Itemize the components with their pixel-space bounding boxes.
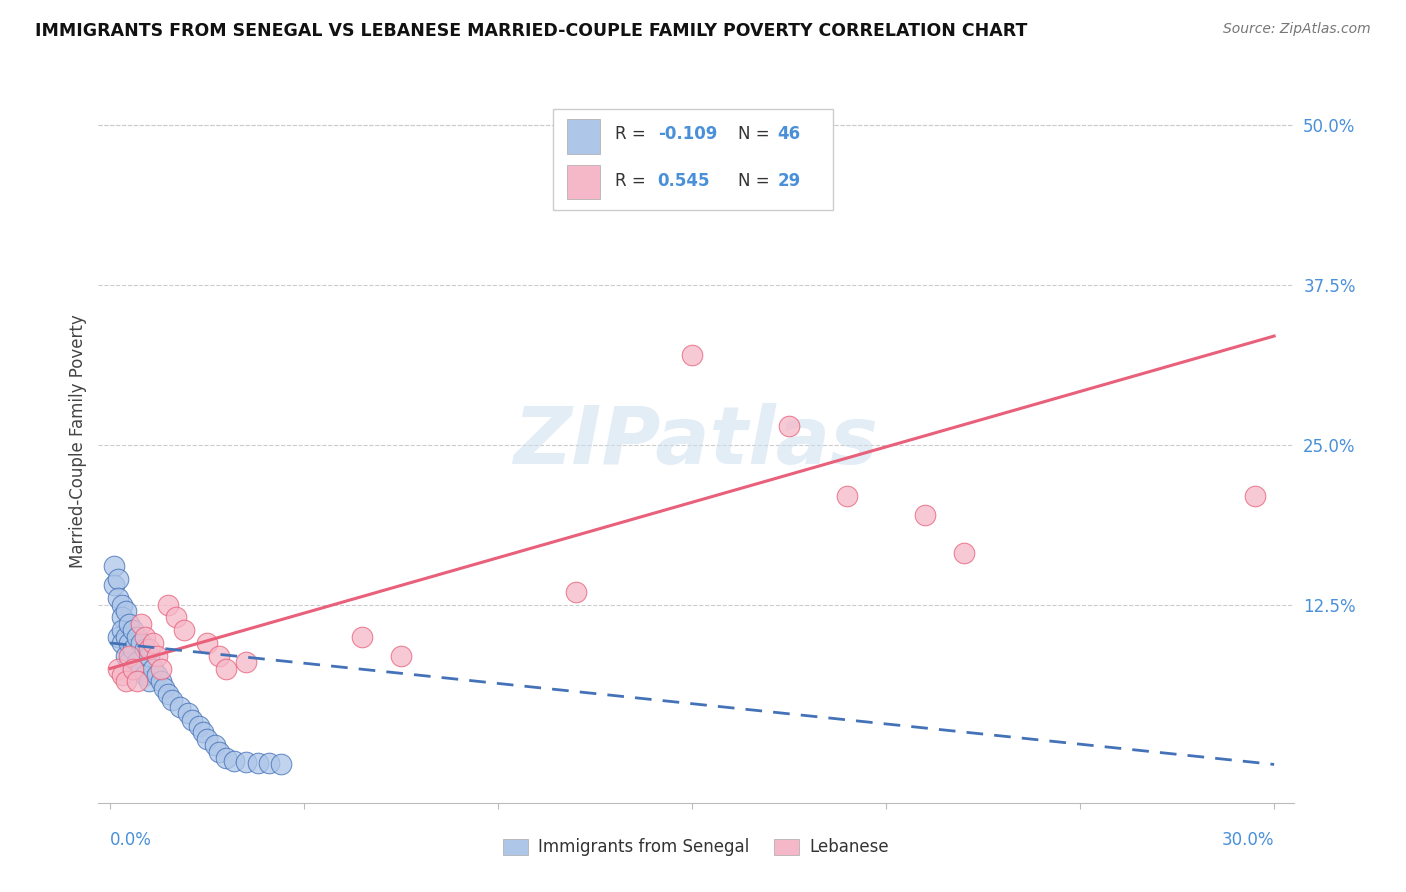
Point	[114, 604, 136, 618]
Point	[914, 508, 936, 522]
Point	[138, 648, 160, 663]
Point	[114, 674, 136, 689]
Point	[208, 648, 231, 663]
Text: R =: R =	[614, 126, 651, 144]
Point	[103, 559, 125, 574]
Text: -0.109: -0.109	[658, 126, 717, 144]
Point	[204, 738, 226, 752]
FancyBboxPatch shape	[553, 109, 834, 211]
Point	[103, 578, 125, 592]
Point	[111, 636, 134, 650]
Y-axis label: Married-Couple Family Poverty: Married-Couple Family Poverty	[69, 315, 87, 568]
Point	[169, 699, 191, 714]
Point	[952, 546, 974, 560]
Text: R =: R =	[614, 172, 651, 190]
Point	[129, 661, 152, 675]
Text: 30.0%: 30.0%	[1222, 831, 1274, 849]
Point	[118, 616, 141, 631]
Legend: Immigrants from Senegal, Lebanese: Immigrants from Senegal, Lebanese	[496, 831, 896, 863]
Point	[111, 623, 134, 637]
Point	[114, 630, 136, 644]
Point	[246, 756, 269, 771]
Point	[389, 648, 412, 663]
Point	[215, 661, 238, 675]
Point	[118, 648, 141, 663]
Point	[122, 661, 145, 675]
Point	[127, 630, 149, 644]
Point	[149, 661, 172, 675]
Point	[165, 610, 187, 624]
Text: IMMIGRANTS FROM SENEGAL VS LEBANESE MARRIED-COUPLE FAMILY POVERTY CORRELATION CH: IMMIGRANTS FROM SENEGAL VS LEBANESE MARR…	[35, 22, 1028, 40]
Text: ZIPatlas: ZIPatlas	[513, 402, 879, 481]
Point	[195, 636, 218, 650]
Point	[157, 598, 180, 612]
Point	[145, 648, 167, 663]
Point	[188, 719, 211, 733]
Point	[129, 616, 152, 631]
Text: 29: 29	[778, 172, 800, 190]
Point	[173, 623, 195, 637]
Point	[127, 674, 149, 689]
FancyBboxPatch shape	[567, 165, 600, 200]
Point	[145, 668, 167, 682]
Point	[149, 674, 172, 689]
Point	[257, 756, 280, 771]
Point	[176, 706, 198, 721]
Point	[564, 584, 586, 599]
Point	[127, 655, 149, 669]
Text: 0.0%: 0.0%	[110, 831, 152, 849]
Point	[118, 636, 141, 650]
Text: N =: N =	[738, 126, 775, 144]
Point	[107, 661, 129, 675]
Text: N =: N =	[738, 172, 775, 190]
Point	[114, 648, 136, 663]
Point	[837, 489, 859, 503]
Point	[111, 668, 134, 682]
Point	[778, 418, 800, 433]
Point	[134, 668, 156, 682]
Point	[193, 725, 215, 739]
Point	[681, 348, 703, 362]
Text: 0.545: 0.545	[658, 172, 710, 190]
Point	[107, 591, 129, 606]
Point	[107, 630, 129, 644]
Point	[157, 687, 180, 701]
Point	[153, 681, 176, 695]
Point	[623, 176, 645, 190]
Point	[215, 751, 238, 765]
Point	[160, 693, 183, 707]
Point	[111, 598, 134, 612]
Point	[122, 642, 145, 657]
Point	[195, 731, 218, 746]
Point	[138, 674, 160, 689]
Text: Source: ZipAtlas.com: Source: ZipAtlas.com	[1223, 22, 1371, 37]
Point	[235, 655, 257, 669]
Point	[224, 754, 246, 768]
Point	[118, 655, 141, 669]
Point	[111, 610, 134, 624]
Point	[180, 713, 202, 727]
Point	[352, 630, 374, 644]
Point	[208, 745, 231, 759]
Point	[142, 636, 165, 650]
Point	[1243, 489, 1265, 503]
Point	[142, 661, 165, 675]
Point	[122, 661, 145, 675]
Point	[134, 642, 156, 657]
Point	[134, 630, 156, 644]
Point	[235, 755, 257, 769]
Point	[138, 642, 160, 657]
Point	[122, 623, 145, 637]
Point	[129, 636, 152, 650]
Point	[270, 757, 292, 772]
FancyBboxPatch shape	[567, 120, 600, 154]
Text: 46: 46	[778, 126, 800, 144]
Point	[107, 572, 129, 586]
